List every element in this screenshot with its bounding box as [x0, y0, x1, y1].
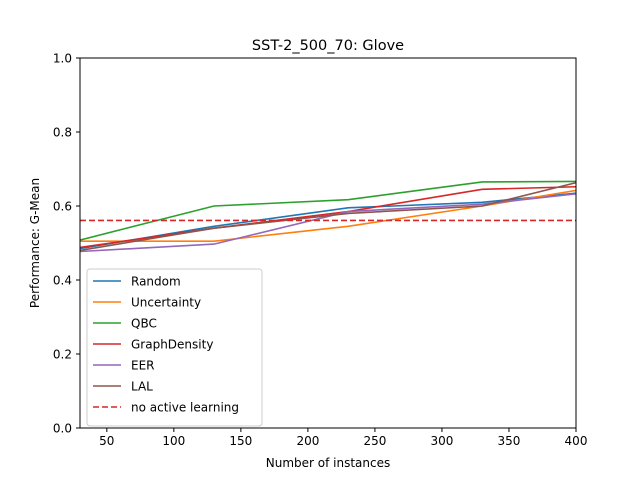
legend-label: no active learning: [131, 401, 239, 415]
x-axis: 50 100 150 200 250 300 350 400: [99, 428, 587, 448]
series-line-qbc: [80, 180, 576, 241]
x-tick-label: 400: [565, 434, 588, 448]
y-tick-label: 0.4: [53, 274, 72, 288]
x-tick-label: 50: [99, 434, 114, 448]
x-tick-label: 150: [229, 434, 252, 448]
x-tick-label: 100: [162, 434, 185, 448]
legend-label: QBC: [131, 317, 157, 331]
series-line-lal: [80, 181, 576, 252]
y-tick-label: 1.0: [53, 52, 72, 66]
plot-frame: [79, 57, 577, 429]
y-axis-label: Performance: G-Mean: [28, 178, 42, 308]
x-tick-label: 200: [296, 434, 319, 448]
x-tick-label: 250: [363, 434, 386, 448]
legend-label: Random: [131, 275, 181, 289]
y-tick-label: 0.6: [53, 200, 72, 214]
y-tick-label: 0.0: [53, 422, 72, 436]
legend: Random Uncertainty QBC GraphDensity EER LAL no…: [86, 268, 263, 427]
x-tick-label: 300: [430, 434, 453, 448]
legend-box: [86, 268, 263, 427]
legend-label: Uncertainty: [131, 296, 201, 310]
legend-label: EER: [131, 359, 155, 373]
series-line-graphdensity: [80, 185, 576, 249]
y-tick-label: 0.2: [53, 348, 72, 362]
x-tick-label: 350: [498, 434, 521, 448]
series-line-eer: [80, 192, 576, 253]
legend-label: LAL: [131, 380, 153, 394]
plot-lines: [80, 180, 576, 253]
y-tick-label: 0.8: [53, 126, 72, 140]
y-axis: 0.0 0.2 0.4 0.6 0.8 1.0: [53, 52, 80, 436]
x-axis-label: Number of instances: [266, 456, 391, 470]
chart-title: SST-2_500_70: Glove: [252, 38, 404, 54]
legend-label: GraphDensity: [131, 338, 213, 352]
